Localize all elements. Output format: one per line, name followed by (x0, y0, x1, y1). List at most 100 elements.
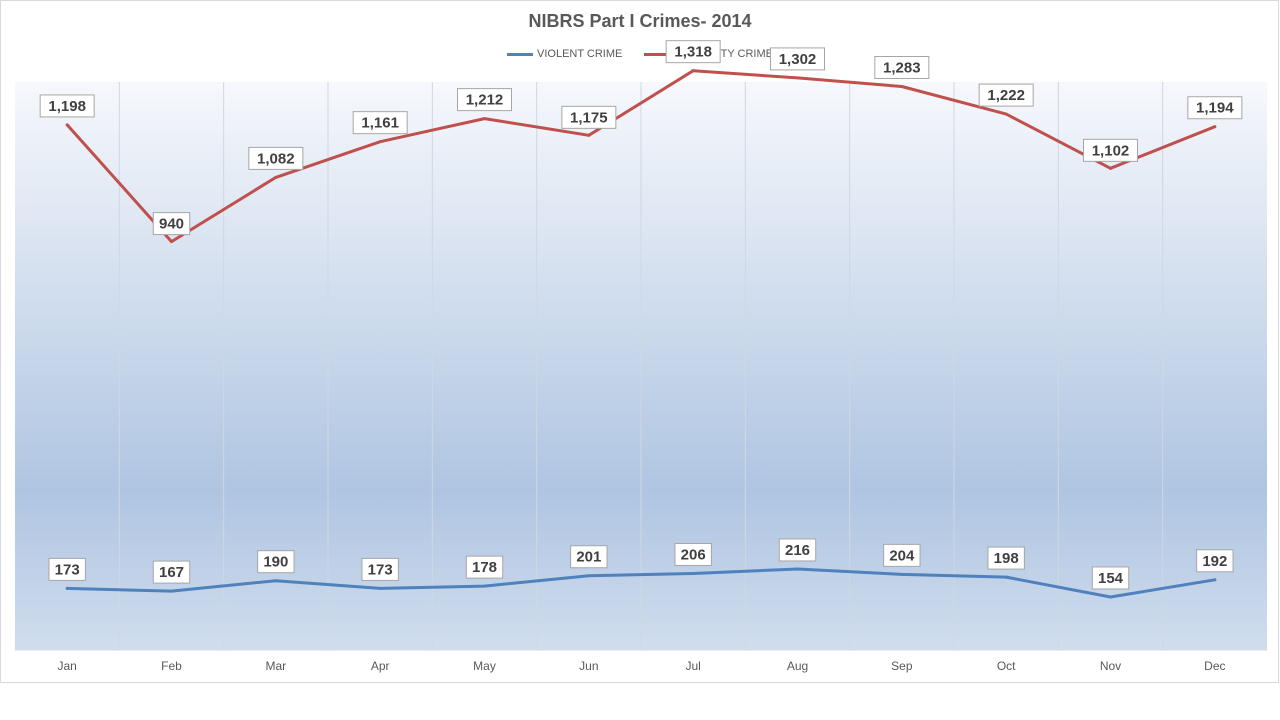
series-line-property-crime (65, 69, 1217, 244)
data-label-box (1196, 549, 1234, 573)
data-label-text: 173 (55, 561, 80, 578)
data-label-box (561, 105, 617, 129)
data-point (900, 85, 904, 89)
data-label: 1,212 (457, 88, 512, 112)
data-label-text: 1,212 (466, 92, 504, 109)
data-point (483, 117, 486, 121)
x-tick-label: Nov (1100, 659, 1121, 673)
data-label-box (248, 146, 304, 170)
x-tick-label: Jul (685, 659, 700, 673)
data-label: 1,194 (1187, 96, 1243, 120)
data-point (170, 589, 173, 593)
data-label-text: 1,318 (674, 44, 712, 61)
data-label-text: 940 (159, 216, 184, 233)
data-point (691, 571, 695, 575)
x-tick-label: Mar (265, 659, 286, 673)
data-label: 192 (1196, 549, 1234, 573)
data-point (900, 572, 904, 576)
data-label: 201 (570, 545, 608, 569)
data-label-text: 178 (472, 559, 497, 576)
data-point (587, 133, 591, 137)
data-label: 178 (465, 555, 504, 579)
data-label-text: 1,175 (570, 109, 608, 126)
data-point (1213, 125, 1217, 129)
x-tick-label: Sep (891, 659, 913, 673)
chart-title: NIBRS Part I Crimes- 2014 (528, 11, 752, 31)
data-label-text: 1,194 (1196, 100, 1234, 117)
data-label-text: 1,302 (779, 51, 817, 68)
legend-label-violent-crime: VIOLENT CRIME (537, 48, 623, 60)
data-label: 1,318 (665, 40, 721, 64)
data-point (1213, 578, 1217, 582)
data-point (483, 584, 486, 588)
data-label-text: 173 (368, 561, 393, 578)
data-label-box (457, 88, 512, 112)
data-point (378, 586, 382, 590)
data-label-text: 1,198 (48, 98, 86, 115)
data-label-box (39, 94, 95, 118)
data-label-box (465, 555, 504, 579)
x-tick-label: Oct (997, 659, 1016, 673)
data-label-box (1187, 96, 1243, 120)
data-label-text: 167 (159, 564, 184, 581)
data-label-box (874, 56, 930, 80)
data-label-box (665, 40, 721, 64)
data-label: 216 (778, 538, 817, 562)
data-label-text: 190 (263, 554, 288, 571)
data-label-text: 201 (576, 549, 601, 566)
x-tick-label: Dec (1204, 659, 1225, 673)
x-tick-label: Aug (787, 659, 808, 673)
data-label-text: 1,161 (361, 115, 399, 132)
data-label-text: 1,283 (883, 60, 921, 77)
data-point (796, 76, 799, 80)
x-tick-label: Jan (57, 659, 76, 673)
x-tick-label: Jun (579, 659, 598, 673)
data-point (1004, 575, 1008, 579)
data-label-box (570, 545, 608, 569)
data-label: 173 (48, 557, 86, 581)
data-label-box (152, 560, 191, 584)
data-label-box (674, 542, 712, 566)
gridlines (118, 82, 1164, 650)
data-label: 206 (674, 542, 712, 566)
data-label: 1,175 (561, 105, 617, 129)
data-label: 1,161 (352, 111, 408, 135)
data-point (796, 567, 799, 571)
data-label-box (978, 83, 1034, 107)
data-point (65, 123, 69, 127)
data-label-text: 206 (681, 546, 706, 563)
legend-swatch-property-crime (644, 52, 671, 56)
x-axis: Jan Feb Mar Apr May Jun Jul Aug Sep Oct Nov Dec (15, 649, 1267, 673)
series-line-violent-crime (65, 567, 1217, 599)
data-label-text: 1,082 (257, 150, 295, 167)
legend-item-violent-crime: VIOLENT CRIME (507, 48, 622, 60)
data-label: 940 (152, 212, 191, 236)
data-label-box (987, 546, 1025, 570)
data-label: 1,222 (978, 83, 1034, 107)
data-label-box (152, 212, 191, 236)
data-label: 1,082 (248, 146, 304, 170)
data-label-box (770, 47, 825, 71)
data-point (691, 69, 695, 73)
data-label: 167 (152, 560, 191, 584)
data-label: 154 (1091, 566, 1130, 590)
data-label: 1,102 (1083, 138, 1138, 162)
data-label-text: 1,222 (987, 87, 1025, 104)
data-label: 1,302 (770, 47, 825, 71)
data-point (587, 574, 591, 578)
data-label-text: 154 (1098, 570, 1124, 587)
data-label: 1,283 (874, 56, 930, 80)
data-label-box (1083, 138, 1138, 162)
data-point (378, 140, 382, 144)
data-label-text: 204 (889, 547, 915, 564)
data-point (170, 240, 173, 244)
data-label-text: 1,102 (1092, 142, 1130, 159)
x-tick-label: May (473, 659, 496, 673)
series-lines (65, 69, 1217, 599)
data-label: 190 (257, 550, 295, 574)
data-label: 204 (883, 543, 921, 567)
data-label: 1,198 (39, 94, 95, 118)
data-label-box (778, 538, 817, 562)
data-label-box (48, 557, 86, 581)
